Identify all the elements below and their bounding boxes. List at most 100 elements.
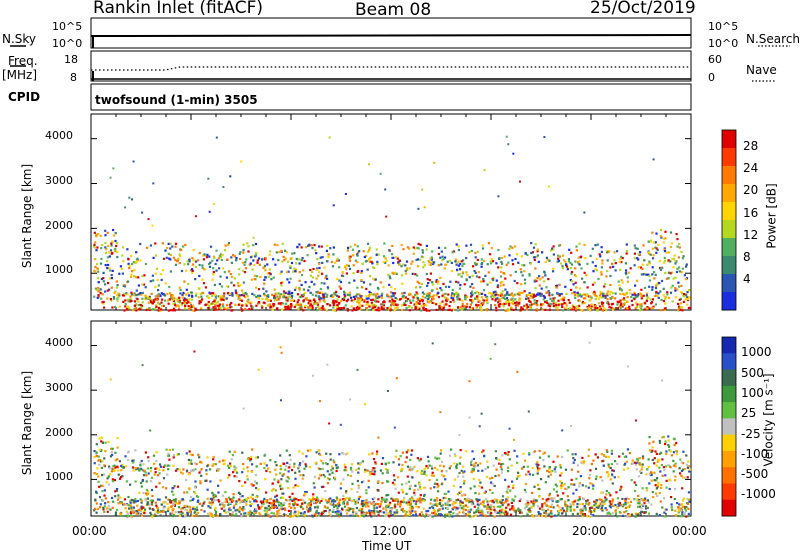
echo-cell bbox=[166, 247, 169, 250]
echo-cell bbox=[381, 457, 385, 460]
echo-cell bbox=[394, 498, 397, 501]
echo-cell bbox=[127, 280, 130, 283]
xtick-4: 16:00 bbox=[472, 524, 507, 538]
echo-cell bbox=[456, 268, 459, 271]
echo-cell bbox=[620, 255, 623, 258]
echo-cell bbox=[211, 491, 214, 494]
echo-cell bbox=[97, 475, 100, 478]
echo-cell bbox=[256, 261, 259, 264]
echo-cell bbox=[160, 308, 163, 311]
echo-cell bbox=[458, 511, 461, 514]
echo-cell bbox=[504, 510, 507, 513]
echo-cell bbox=[177, 257, 180, 260]
echo-cell bbox=[414, 308, 417, 311]
echo-cell bbox=[198, 263, 201, 267]
echo-cell bbox=[592, 484, 595, 487]
echo-cell bbox=[262, 500, 265, 504]
echo-cell bbox=[556, 260, 559, 263]
echo-cell bbox=[518, 297, 521, 300]
echo-cell bbox=[552, 299, 555, 302]
echo-cell bbox=[469, 285, 472, 288]
echo-cell bbox=[244, 261, 247, 264]
echo-cell bbox=[276, 506, 279, 509]
echo-cell bbox=[472, 469, 475, 473]
echo-cell bbox=[269, 497, 272, 500]
echo-cell bbox=[207, 177, 210, 180]
echo-cell bbox=[223, 249, 226, 252]
echo-cell bbox=[611, 512, 614, 515]
echo-cell bbox=[536, 465, 539, 468]
echo-cell bbox=[291, 299, 294, 302]
echo-cell bbox=[298, 289, 301, 292]
echo-cell bbox=[230, 281, 233, 284]
echo-cell bbox=[111, 306, 114, 309]
echo-cell bbox=[357, 299, 360, 302]
echo-cell bbox=[490, 512, 493, 515]
echo-cell bbox=[385, 215, 388, 218]
echo-cell bbox=[441, 294, 444, 297]
echo-cell bbox=[235, 502, 238, 506]
echo-cell bbox=[93, 509, 96, 512]
echo-cell bbox=[321, 306, 324, 309]
echo-cell bbox=[429, 272, 432, 275]
echo-cell bbox=[510, 306, 513, 309]
echo-cell bbox=[515, 509, 518, 512]
echo-cell bbox=[432, 503, 435, 506]
echo-cell bbox=[283, 502, 286, 505]
echo-cell bbox=[360, 481, 364, 484]
echo-cell bbox=[444, 246, 447, 249]
echo-cell bbox=[634, 489, 637, 493]
echo-cell bbox=[280, 249, 283, 252]
echo-cell bbox=[99, 288, 102, 291]
echo-cell bbox=[365, 287, 368, 290]
echo-cell bbox=[209, 468, 212, 471]
echo-cell bbox=[396, 306, 399, 309]
echo-cell bbox=[664, 297, 667, 300]
echo-cell bbox=[263, 294, 266, 297]
echo-cell bbox=[614, 512, 617, 515]
echo-cell bbox=[186, 505, 189, 508]
echo-cell bbox=[352, 272, 355, 275]
echo-cell bbox=[129, 295, 132, 298]
echo-cell bbox=[308, 502, 311, 505]
nsearch-label: N.Search bbox=[746, 32, 800, 46]
echo-cell bbox=[140, 501, 143, 504]
echo-cell bbox=[133, 294, 136, 297]
echo-cell bbox=[603, 502, 606, 506]
xaxis-label: Time UT bbox=[362, 539, 412, 553]
xtick-0: 00:00 bbox=[72, 524, 107, 538]
echo-cell bbox=[174, 242, 178, 245]
echo-cell bbox=[200, 307, 203, 310]
echo-cell bbox=[102, 300, 105, 303]
echo-cell bbox=[529, 294, 532, 297]
echo-cell bbox=[116, 465, 119, 468]
echo-cell bbox=[354, 294, 358, 297]
echo-cell bbox=[249, 459, 252, 462]
echo-cell bbox=[619, 306, 622, 309]
echo-cell bbox=[482, 302, 485, 305]
echo-cell bbox=[354, 308, 357, 312]
echo-cell bbox=[98, 485, 101, 488]
echo-cell bbox=[593, 500, 596, 503]
echo-cell bbox=[423, 264, 426, 267]
echo-cell bbox=[576, 512, 579, 515]
echo-cell bbox=[368, 290, 371, 294]
echo-cell bbox=[152, 256, 155, 259]
echo-cell bbox=[363, 470, 367, 473]
echo-cell bbox=[412, 296, 415, 299]
echo-cell bbox=[571, 513, 574, 516]
echo-cell bbox=[328, 473, 331, 476]
echo-cell bbox=[556, 455, 559, 458]
echo-cell bbox=[577, 256, 580, 259]
echo-cell bbox=[371, 514, 374, 517]
echo-cell bbox=[170, 295, 173, 298]
echo-cell bbox=[220, 285, 224, 288]
echo-cell bbox=[587, 304, 591, 307]
echo-cell bbox=[154, 471, 157, 474]
echo-cell bbox=[244, 481, 247, 484]
echo-cell bbox=[657, 243, 660, 247]
echo-cell bbox=[492, 276, 495, 280]
echo-cell bbox=[138, 469, 141, 472]
echo-cell bbox=[300, 304, 303, 307]
echo-cell bbox=[687, 512, 690, 515]
